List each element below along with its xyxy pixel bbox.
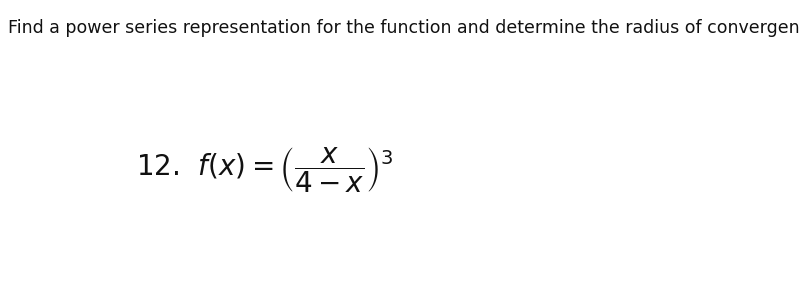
Text: 12.  $f(x) = \left(\dfrac{x}{4-x}\right)^{3}$: 12. $f(x) = \left(\dfrac{x}{4-x}\right)^…	[136, 145, 394, 195]
Text: Find a power series representation for the function and determine the radius of : Find a power series representation for t…	[8, 19, 800, 37]
